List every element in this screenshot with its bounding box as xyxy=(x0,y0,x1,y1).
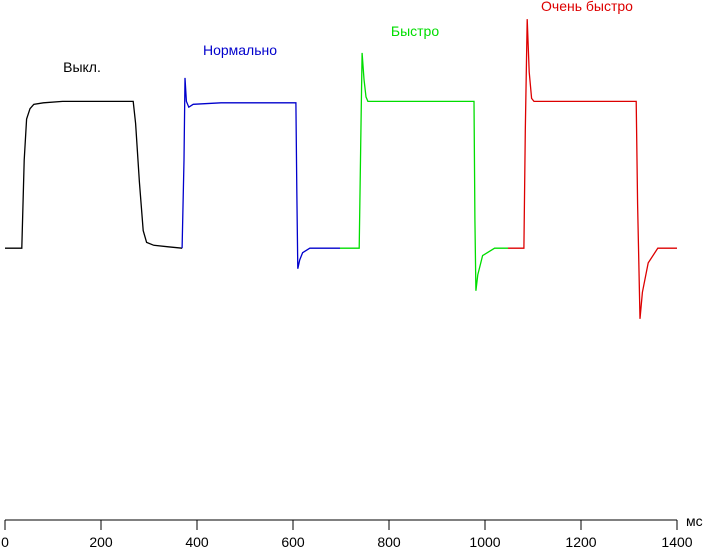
series-label: Нормально xyxy=(203,42,277,58)
x-tick-label: 800 xyxy=(377,534,401,548)
series-label: Выкл. xyxy=(63,59,101,75)
x-tick-label: 1000 xyxy=(469,534,500,548)
x-tick-label: 400 xyxy=(185,534,209,548)
x-tick-label: 200 xyxy=(89,534,113,548)
x-tick-label: 1400 xyxy=(661,534,692,548)
series-line xyxy=(5,100,183,249)
x-tick-label: 1200 xyxy=(565,534,596,548)
series-line xyxy=(340,52,508,291)
x-tick-label: 0 xyxy=(1,534,9,548)
series-label: Очень быстро xyxy=(541,0,633,14)
series-label: Быстро xyxy=(391,23,439,39)
series-line xyxy=(508,19,677,319)
series-line xyxy=(181,77,340,269)
x-tick-label: 600 xyxy=(281,534,305,548)
x-axis-label: мс xyxy=(686,513,703,529)
